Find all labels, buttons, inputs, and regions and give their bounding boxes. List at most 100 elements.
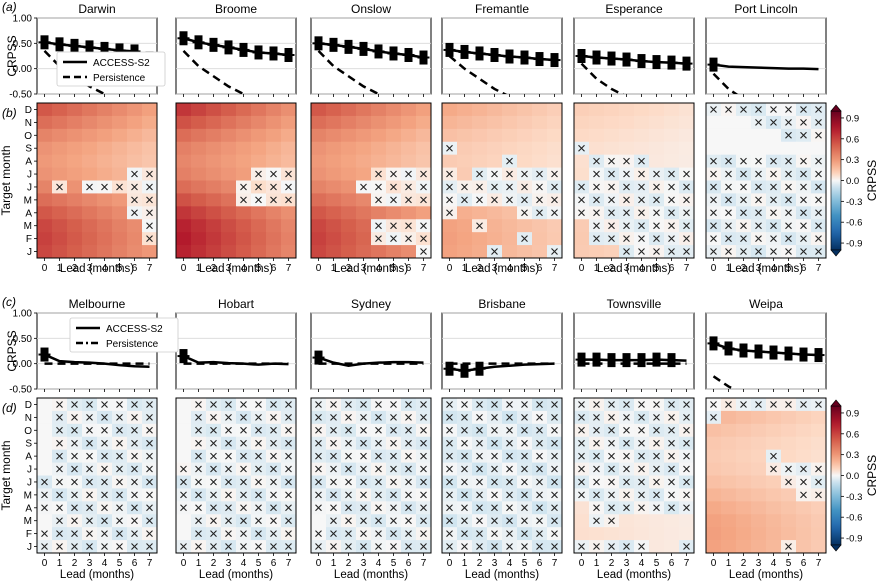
nonsig-marker <box>240 504 247 512</box>
nonsig-marker <box>506 478 513 486</box>
legend-box <box>56 51 166 87</box>
heat-xtick-label: 3 <box>361 558 367 569</box>
heat-cell <box>97 103 113 117</box>
heat-xtick-label: 5 <box>256 263 262 274</box>
nonsig-marker <box>240 426 247 434</box>
nonsig-marker <box>116 543 123 550</box>
heat-cell <box>191 103 207 117</box>
nonsig-marker <box>56 530 63 538</box>
nonsig-marker <box>536 465 543 473</box>
heat-xtick-label: 1 <box>726 558 732 569</box>
nonsig-marker <box>785 209 792 217</box>
heat-cell <box>751 488 767 502</box>
nonsig-marker <box>536 413 543 421</box>
nonsig-marker <box>506 491 513 499</box>
nonsig-marker <box>725 209 732 217</box>
nonsig-marker <box>225 491 232 499</box>
nonsig-marker <box>668 222 675 230</box>
nonsig-marker <box>101 452 108 460</box>
heat-cell <box>371 154 387 168</box>
colorbar-tick-label: 0.0 <box>846 176 859 187</box>
heat-cell <box>811 449 827 463</box>
heat-ytick-label: O <box>24 426 32 437</box>
heat-cell <box>52 193 68 207</box>
nonsig-marker <box>315 530 322 538</box>
legend: ACCESS-S2 Persistence <box>56 51 166 87</box>
nonsig-marker <box>116 452 123 460</box>
nonsig-marker <box>210 465 217 473</box>
nonsig-marker <box>536 170 543 178</box>
nonsig-marker <box>116 439 123 447</box>
heat-cell <box>574 232 590 246</box>
heat-cell <box>574 514 590 528</box>
heat-cell <box>52 103 68 117</box>
nonsig-marker <box>131 452 138 460</box>
heat-cell <box>266 219 282 233</box>
nonsig-marker <box>725 248 732 255</box>
nonsig-marker <box>71 413 78 421</box>
heat-cell <box>206 232 222 246</box>
nonsig-marker <box>608 235 615 243</box>
heat-xtick-label: 6 <box>669 558 675 569</box>
nonsig-marker <box>345 465 352 473</box>
heat-xtick-label: 1 <box>196 263 202 274</box>
nonsig-marker <box>420 465 427 473</box>
nonsig-marker <box>551 170 558 178</box>
heat-ytick-label: S <box>25 144 32 155</box>
nonsig-marker <box>71 543 78 550</box>
nonsig-marker <box>131 504 138 512</box>
heat-cell <box>532 128 548 143</box>
heat-cell <box>811 410 827 425</box>
nonsig-marker <box>195 504 202 512</box>
heat-xtick-label: 1 <box>462 558 468 569</box>
heat-cell <box>736 436 752 451</box>
heat-cell <box>781 488 797 502</box>
nonsig-marker <box>146 465 153 473</box>
heat-cell <box>82 219 98 233</box>
nonsig-marker <box>390 222 397 230</box>
nonsig-marker <box>623 196 630 204</box>
heat-cell <box>706 449 722 463</box>
heat-cell <box>37 398 53 412</box>
nonsig-marker <box>623 209 630 217</box>
nonsig-marker <box>405 235 412 243</box>
heat-xtick-label: 2 <box>609 263 615 274</box>
nonsig-marker <box>255 452 262 460</box>
nonsig-marker <box>71 401 78 408</box>
nonsig-marker <box>638 478 645 486</box>
nonsig-marker <box>800 118 807 126</box>
heat-cell <box>604 527 620 541</box>
heat-cell <box>112 141 128 156</box>
heat-cell <box>472 103 488 117</box>
nonsig-marker <box>360 452 367 460</box>
nonsig-marker <box>86 452 93 460</box>
nonsig-marker <box>405 452 412 460</box>
heat-cell <box>721 436 737 451</box>
heat-cell <box>416 115 432 130</box>
nonsig-marker <box>536 209 543 217</box>
heat-cell <box>37 245 53 259</box>
heat-xtick-label: 6 <box>132 558 138 569</box>
nonsig-marker <box>491 517 498 525</box>
nonsig-marker <box>41 504 48 512</box>
nonsig-marker <box>638 170 645 178</box>
nonsig-marker <box>815 248 822 255</box>
nonsig-marker <box>420 413 427 421</box>
heat-cell <box>221 206 237 220</box>
nonsig-marker <box>593 452 600 460</box>
heat-cell <box>142 154 158 168</box>
heat-cell <box>664 128 680 143</box>
nonsig-marker <box>270 478 277 486</box>
nonsig-marker <box>608 170 615 178</box>
heat-cell <box>781 436 797 451</box>
nonsig-marker <box>740 222 747 230</box>
nonsig-marker <box>623 235 630 243</box>
heat-cell <box>472 141 488 156</box>
nonsig-marker <box>668 196 675 204</box>
heat-cell <box>356 193 372 207</box>
site-title: Onslow <box>351 2 391 16</box>
nonsig-marker <box>785 131 792 139</box>
nonsig-marker <box>683 196 690 204</box>
nonsig-marker <box>461 452 468 460</box>
nonsig-marker <box>740 196 747 204</box>
